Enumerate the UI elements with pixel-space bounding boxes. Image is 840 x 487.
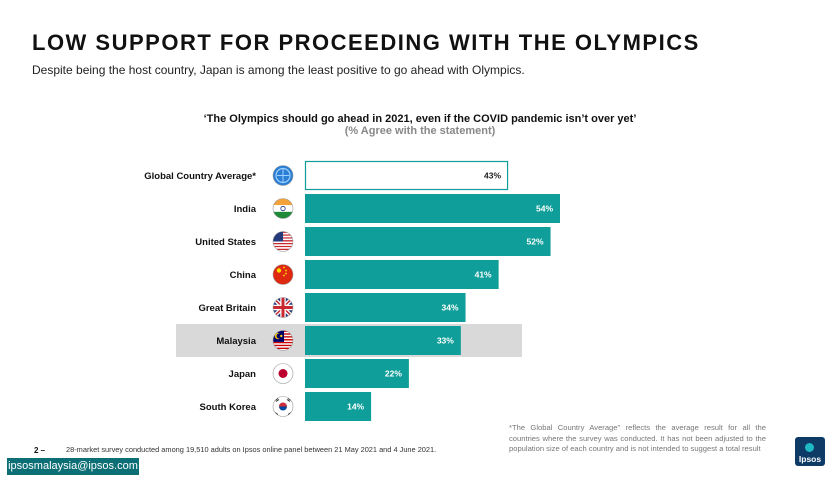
globe-icon-global-country-average-border <box>272 165 294 186</box>
data-label-great-britain: 34% <box>442 303 459 313</box>
page-number: 2 – <box>34 446 46 455</box>
bar-malaysia <box>305 326 461 355</box>
category-label-china: China <box>230 270 257 281</box>
malaysia-flag-icon-malaysia <box>273 330 293 351</box>
data-label-india: 54% <box>536 204 553 214</box>
logo-text: Ipsos <box>798 454 822 464</box>
bar-global-country-average <box>304 160 509 191</box>
ipsos-logo: Ipsos <box>795 437 825 466</box>
bar-south-korea <box>305 392 372 421</box>
logo-mark-icon <box>805 443 814 452</box>
page-subtitle: Despite being the host country, Japan is… <box>32 63 525 77</box>
category-label-great-britain: Great Britain <box>198 303 256 314</box>
usa-flag-icon-united-states-border <box>272 231 294 252</box>
bar-great-britain <box>305 293 466 322</box>
china-flag-icon-china-border <box>272 264 294 285</box>
category-label-malaysia: Malaysia <box>216 336 256 347</box>
data-label-south-korea: 14% <box>347 402 364 412</box>
data-label-china: 41% <box>475 270 492 280</box>
usa-flag-icon-united-states <box>273 231 293 252</box>
category-label-india: India <box>234 204 257 215</box>
bar-china <box>305 260 499 289</box>
footnote: *The Global Country Average" reflects th… <box>509 423 766 453</box>
contact-email-link[interactable]: ipsosmalaysia@ipsos.com <box>7 458 139 475</box>
data-label-global-country-average: 43% <box>484 171 501 181</box>
page-title: LOW SUPPORT FOR PROCEEDING WITH THE OLYM… <box>32 30 700 55</box>
japan-flag-icon-japan <box>273 363 293 384</box>
source-note: 28-market survey conducted among 19,510 … <box>66 445 437 454</box>
chart-subtitle: (% Agree with the statement) <box>344 125 496 137</box>
malaysia-flag-icon-malaysia-border <box>272 330 294 351</box>
south-korea-flag-icon-south-korea-border <box>272 396 294 417</box>
india-flag-icon-india-border <box>272 198 294 219</box>
category-label-south-korea: South Korea <box>200 402 257 413</box>
japan-flag-icon-japan-border <box>272 363 294 384</box>
data-label-malaysia: 33% <box>437 336 454 346</box>
china-flag-icon-china <box>273 264 293 285</box>
globe-icon-global-country-average <box>273 165 293 186</box>
bar-japan <box>305 359 409 388</box>
uk-flag-icon-great-britain <box>273 297 293 318</box>
category-label-japan: Japan <box>229 369 257 380</box>
bar-united-states <box>305 227 551 256</box>
chart-title: ‘The Olympics should go ahead in 2021, e… <box>203 113 637 125</box>
india-flag-icon-india <box>273 198 293 219</box>
category-label-global-country-average: Global Country Average* <box>144 171 256 182</box>
category-label-united-states: United States <box>195 237 256 248</box>
data-label-united-states: 52% <box>527 237 544 247</box>
uk-flag-icon-great-britain-border <box>272 297 294 318</box>
bar-india <box>305 194 560 223</box>
south-korea-flag-icon-south-korea <box>273 396 293 417</box>
data-label-japan: 22% <box>385 369 402 379</box>
